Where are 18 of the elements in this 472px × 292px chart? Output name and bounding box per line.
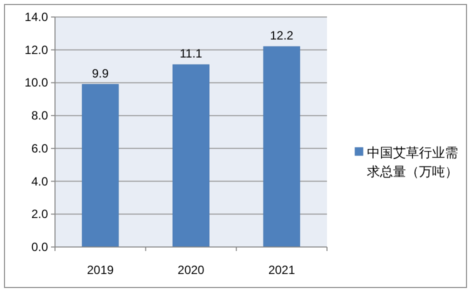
bar: [172, 64, 210, 248]
y-tick-label: 0.0: [31, 240, 48, 254]
y-tick-label: 4.0: [31, 174, 48, 188]
y-tick-label: 12.0: [24, 42, 48, 57]
bar: [263, 46, 300, 248]
y-tick-label: 6.0: [31, 141, 48, 156]
y-tick-label: 2.0: [31, 207, 48, 222]
bar: [82, 84, 119, 248]
data-label: 9.9: [92, 66, 109, 80]
legend-label: 中国艾草行业需求总量（万吨）: [367, 144, 458, 178]
x-tick-label: 2019: [86, 263, 114, 277]
y-tick-label: 10.0: [24, 76, 48, 90]
data-label: 12.2: [270, 28, 294, 43]
y-tick-label: 14.0: [24, 10, 48, 24]
y-tick-label: 8.0: [31, 108, 48, 123]
data-label: 11.1: [180, 46, 203, 61]
x-tick-label: 2021: [268, 263, 296, 277]
x-tick-label: 2020: [178, 263, 205, 277]
